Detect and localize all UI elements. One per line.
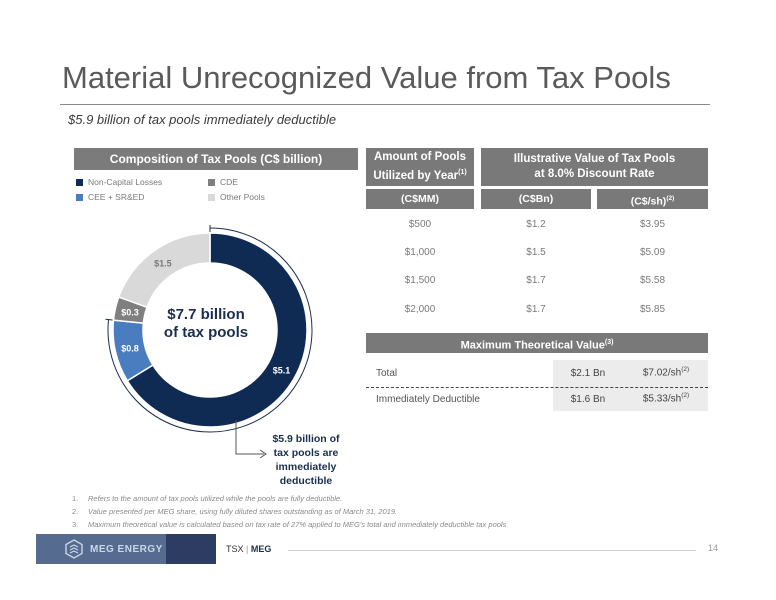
max-row-deductible-per-share: $5.33/sh(2) bbox=[624, 392, 708, 404]
callout-line: $5.9 billion of bbox=[272, 433, 340, 445]
donut-slice-3 bbox=[117, 232, 211, 309]
ticker-symbol: MEG bbox=[250, 544, 272, 554]
callout-line: tax pools are bbox=[273, 447, 339, 459]
ticker-label: TSX | MEG bbox=[226, 544, 271, 554]
page-number: 14 bbox=[708, 543, 719, 553]
meg-energy-logo: MEG ENERGY bbox=[36, 534, 216, 564]
tax-pools-donut-chart: $5.1 $0.8 $0.3 $1.5 bbox=[105, 225, 313, 433]
page-subtitle: $5.9 billion of tax pools immediately de… bbox=[68, 112, 337, 127]
deductible-callout: $5.9 billion of tax pools are immediatel… bbox=[256, 432, 356, 488]
footnote-ref: (2) bbox=[681, 392, 690, 399]
callout-connector bbox=[235, 420, 267, 458]
legend-item-other-pools: Other Pools bbox=[208, 192, 265, 202]
footnote-number: 1. bbox=[72, 494, 79, 503]
illustrative-value-header-line2: at 8.0% Discount Rate bbox=[534, 168, 655, 180]
max-value-header-label: Maximum Theoretical Value bbox=[460, 339, 605, 352]
callout-line: immediately bbox=[275, 461, 337, 473]
table-cell: $1.2 bbox=[526, 219, 546, 230]
row-divider bbox=[366, 387, 708, 388]
table-cell: $1,000 bbox=[404, 247, 436, 258]
donut-slice-label-2: $0.3 bbox=[121, 307, 139, 317]
sub-header-cmm: (C$MM) bbox=[366, 189, 474, 209]
donut-center-text: $7.7 billion of tax pools bbox=[140, 306, 272, 342]
value-shade bbox=[553, 360, 708, 388]
callout-line: deductible bbox=[279, 475, 333, 487]
max-row-deductible-label: Immediately Deductible bbox=[376, 394, 480, 405]
footnote-text: Refers to the amount of tax pools utiliz… bbox=[88, 494, 343, 503]
footnote-ref: (2) bbox=[666, 195, 675, 202]
sub-header-cbn: (C$Bn) bbox=[481, 189, 591, 209]
table-cell: $2,000 bbox=[404, 304, 436, 315]
footnote-number: 2. bbox=[72, 507, 79, 516]
table-cell: $1.7 bbox=[526, 275, 546, 286]
table-cell: $1,500 bbox=[404, 275, 436, 286]
footnote-text: Value presented per MEG share, using ful… bbox=[88, 507, 398, 516]
max-value-header: Maximum Theoretical Value(3) bbox=[366, 333, 708, 353]
table-cell: $5.58 bbox=[639, 275, 666, 286]
illustrative-value-header: Illustrative Value of Tax Pools at 8.0% … bbox=[481, 148, 708, 186]
donut-center-line1: $7.7 billion bbox=[167, 306, 245, 323]
donut-center-line2: of tax pools bbox=[163, 324, 249, 341]
per-share-value: $7.02/sh bbox=[642, 367, 682, 379]
footnote-ref: (3) bbox=[604, 339, 614, 346]
max-row-total-per-share: $7.02/sh(2) bbox=[624, 366, 708, 378]
footer-divider bbox=[288, 550, 696, 551]
logo-accent bbox=[36, 534, 166, 564]
table-cell: $500 bbox=[408, 219, 432, 230]
footnote-number: 3. bbox=[72, 520, 79, 529]
legend-item-cde: CDE bbox=[208, 177, 238, 187]
table-cell: $3.95 bbox=[639, 219, 666, 230]
title-divider bbox=[60, 104, 710, 105]
sub-header-csh-label: (C$/sh) bbox=[630, 195, 667, 208]
table-cell: $1.7 bbox=[526, 304, 546, 315]
illustrative-value-header-line1: Illustrative Value of Tax Pools bbox=[513, 153, 676, 165]
legend-label: Non-Capital Losses bbox=[88, 177, 163, 187]
pools-amount-header-line1: Amount of Pools bbox=[374, 151, 466, 164]
page-title: Material Unrecognized Value from Tax Poo… bbox=[62, 60, 671, 95]
footnote-2: 2. Value presented per MEG share, using f… bbox=[72, 507, 397, 516]
legend-label: Other Pools bbox=[220, 192, 265, 202]
legend-swatch bbox=[76, 193, 83, 201]
donut-slice-label-1: $0.8 bbox=[121, 344, 139, 354]
value-shade bbox=[553, 387, 708, 411]
legend-label: CEE + SR&ED bbox=[88, 192, 145, 202]
legend-swatch bbox=[208, 193, 215, 201]
deductible-bracket-end bbox=[105, 318, 113, 321]
donut-slice-0 bbox=[126, 232, 308, 428]
legend-swatch bbox=[76, 178, 83, 186]
table-cell: $1.5 bbox=[526, 247, 546, 258]
donut-slice-label-3: $1.5 bbox=[154, 258, 172, 268]
footnote-3: 3. Maximum theoretical value is calculate… bbox=[72, 520, 506, 529]
table-cell: $5.85 bbox=[639, 304, 666, 315]
legend-swatch bbox=[208, 178, 215, 186]
sub-header-csh: (C$/sh)(2) bbox=[597, 189, 708, 209]
ticker-separator: | bbox=[246, 544, 249, 554]
exchange-name: TSX bbox=[226, 544, 244, 554]
meg-logo-icon bbox=[65, 539, 83, 559]
logo-wordmark: MEG ENERGY bbox=[90, 543, 163, 555]
table-cell: $5.09 bbox=[639, 247, 666, 258]
donut-slice-label-0: $5.1 bbox=[273, 366, 291, 376]
composition-header: Composition of Tax Pools (C$ billion) bbox=[74, 148, 358, 170]
footnote-1: 1. Refers to the amount of tax pools util… bbox=[72, 494, 342, 503]
max-row-total-label: Total bbox=[376, 368, 398, 379]
footnote-ref: (2) bbox=[681, 366, 690, 373]
legend-item-non-capital-losses: Non-Capital Losses bbox=[76, 177, 162, 187]
pools-amount-header: Amount of Pools Utilized by Year(1) bbox=[366, 148, 474, 186]
per-share-value: $5.33/sh bbox=[642, 393, 682, 405]
legend-item-cee-sred: CEE + SR&ED bbox=[76, 192, 144, 202]
legend-label: CDE bbox=[220, 177, 238, 187]
pools-amount-header-line2: Utilized by Year bbox=[373, 169, 459, 182]
footnote-text: Maximum theoretical value is calculated … bbox=[88, 520, 507, 529]
max-row-total-bn: $2.1 Bn bbox=[570, 368, 606, 379]
max-row-deductible-bn: $1.6 Bn bbox=[570, 394, 606, 405]
footnote-ref: (1) bbox=[458, 169, 467, 177]
deductible-bracket-arc bbox=[107, 227, 313, 433]
